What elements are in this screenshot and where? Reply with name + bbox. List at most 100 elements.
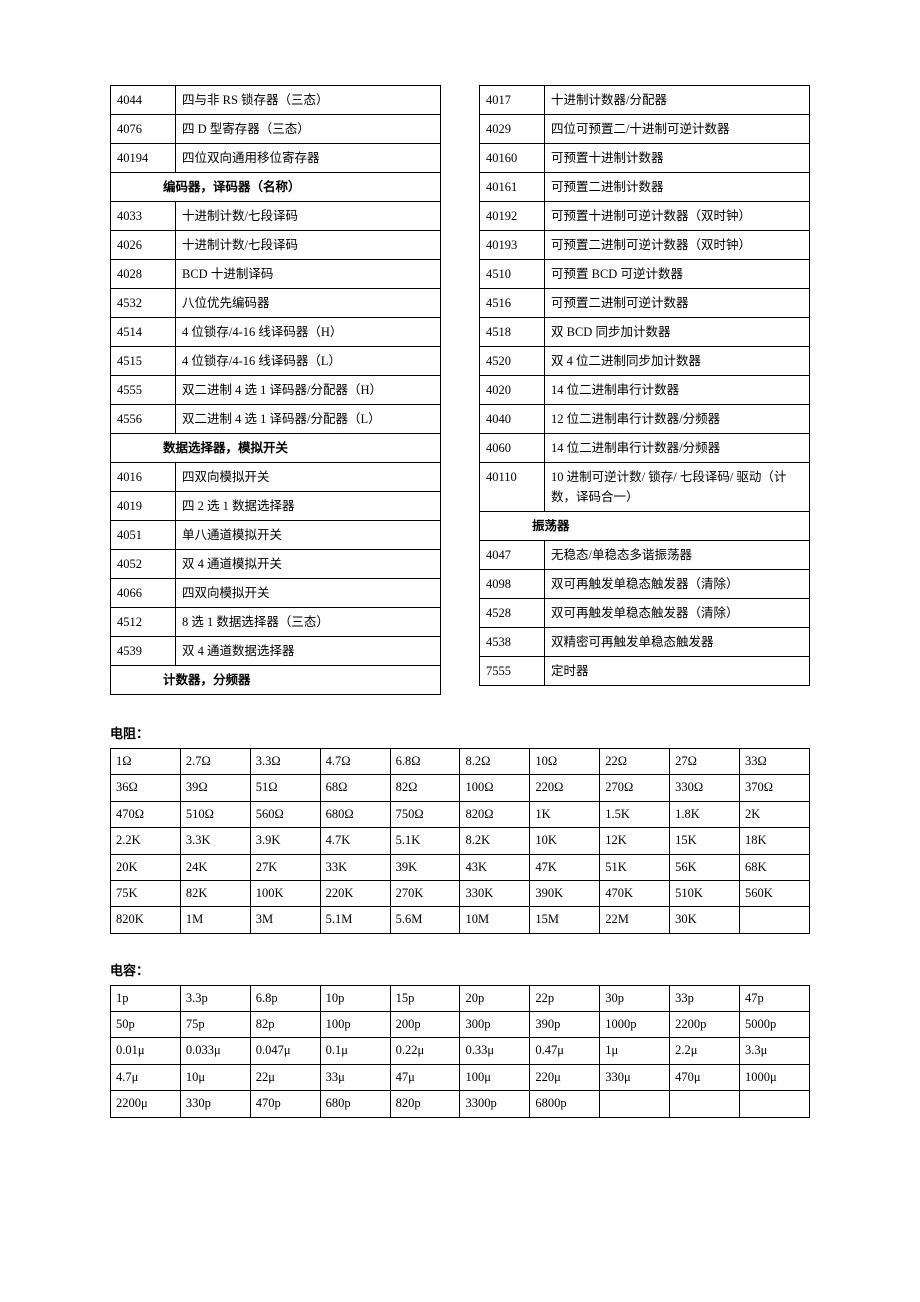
table-row: 7555定时器: [480, 657, 810, 686]
table-row: 75K82K100K220K270K330K390K470K510K560K: [111, 880, 810, 906]
chip-code: 40110: [480, 463, 545, 512]
table-row: 404012 位二进制串行计数器/分频器: [480, 405, 810, 434]
table-row: 4026十进制计数/七段译码: [111, 231, 441, 260]
table-row: 40161可预置二进制计数器: [480, 173, 810, 202]
table-row: 4556双二进制 4 选 1 译码器/分配器（L）: [111, 405, 441, 434]
chip-desc: 可预置二进制计数器: [545, 173, 810, 202]
value-cell: 100p: [320, 1012, 390, 1038]
value-cell: 68K: [740, 854, 810, 880]
value-cell: 10K: [530, 828, 600, 854]
value-cell: 15p: [390, 985, 460, 1011]
value-cell: 680Ω: [320, 801, 390, 827]
chip-desc: 双二进制 4 选 1 译码器/分配器（L）: [176, 405, 441, 434]
value-cell: 1K: [530, 801, 600, 827]
value-cell: 2.7Ω: [180, 749, 250, 775]
chip-desc: 双 BCD 同步加计数器: [545, 318, 810, 347]
chip-desc: 12 位二进制串行计数器/分频器: [545, 405, 810, 434]
chip-desc: 双二进制 4 选 1 译码器/分配器（H）: [176, 376, 441, 405]
chip-desc: 可预置二进制可逆计数器（双时钟）: [545, 231, 810, 260]
value-cell: 33μ: [320, 1064, 390, 1090]
value-cell: 1μ: [600, 1038, 670, 1064]
table-row: 470Ω510Ω560Ω680Ω750Ω820Ω1K1.5K1.8K2K: [111, 801, 810, 827]
chip-code: 7555: [480, 657, 545, 686]
chip-desc: 四 2 选 1 数据选择器: [176, 492, 441, 521]
chip-code: 4520: [480, 347, 545, 376]
chip-code: 40193: [480, 231, 545, 260]
table-row: 4052双 4 通道模拟开关: [111, 550, 441, 579]
value-cell: 20p: [460, 985, 530, 1011]
value-cell: 2K: [740, 801, 810, 827]
chip-desc: 双 4 位二进制同步加计数器: [545, 347, 810, 376]
value-cell: 4.7Ω: [320, 749, 390, 775]
value-cell: 3.3K: [180, 828, 250, 854]
table-row: 4098双可再触发单稳态触发器（清除）: [480, 570, 810, 599]
chip-code: 4026: [111, 231, 176, 260]
value-cell: 330K: [460, 880, 530, 906]
section-header: 编码器，译码器（名称）: [111, 173, 441, 202]
value-cell: 75K: [111, 880, 181, 906]
chip-code: 4066: [111, 579, 176, 608]
chip-code: 4020: [480, 376, 545, 405]
table-row: 2200μ330p470p680p820p3300p6800p: [111, 1091, 810, 1117]
value-cell: 470μ: [670, 1064, 740, 1090]
value-cell: 0.22μ: [390, 1038, 460, 1064]
value-cell: 47μ: [390, 1064, 460, 1090]
value-cell: 33Ω: [740, 749, 810, 775]
value-cell: 220μ: [530, 1064, 600, 1090]
table-row: 820K1M3M5.1M5.6M10M15M22M30K: [111, 907, 810, 933]
value-cell: 4.7μ: [111, 1064, 181, 1090]
value-cell: 1.5K: [600, 801, 670, 827]
value-cell: 30p: [600, 985, 670, 1011]
value-cell: 6800p: [530, 1091, 600, 1117]
value-cell: 15M: [530, 907, 600, 933]
chip-desc: 14 位二进制串行计数器: [545, 376, 810, 405]
value-cell: 100K: [250, 880, 320, 906]
value-cell: 82Ω: [390, 775, 460, 801]
value-cell: 3.3p: [180, 985, 250, 1011]
value-cell: 0.033μ: [180, 1038, 250, 1064]
table-row: 4029四位可预置二/十进制可逆计数器: [480, 115, 810, 144]
value-cell: 1000p: [600, 1012, 670, 1038]
chip-code: 4028: [111, 260, 176, 289]
chip-code: 4076: [111, 115, 176, 144]
table-row: 4044四与非 RS 锁存器（三态）: [111, 86, 441, 115]
left-chip-table: 4044四与非 RS 锁存器（三态）4076四 D 型寄存器（三态）40194四…: [110, 85, 441, 695]
table-row: 4076四 D 型寄存器（三态）: [111, 115, 441, 144]
value-cell: 39Ω: [180, 775, 250, 801]
section-header: 数据选择器，模拟开关: [111, 434, 441, 463]
value-cell: 470p: [250, 1091, 320, 1117]
chip-code: 4512: [111, 608, 176, 637]
value-cell: 0.01μ: [111, 1038, 181, 1064]
value-cell: 8.2Ω: [460, 749, 530, 775]
table-row: 4520双 4 位二进制同步加计数器: [480, 347, 810, 376]
value-cell: 33p: [670, 985, 740, 1011]
table-row: 4016四双向模拟开关: [111, 463, 441, 492]
chip-desc: 可预置十进制计数器: [545, 144, 810, 173]
value-cell: 3M: [250, 907, 320, 933]
chip-code: 4516: [480, 289, 545, 318]
value-cell: 3300p: [460, 1091, 530, 1117]
value-cell: 1000μ: [740, 1064, 810, 1090]
capacitor-heading: 电容：: [110, 960, 810, 979]
value-cell: 220K: [320, 880, 390, 906]
value-cell: 82p: [250, 1012, 320, 1038]
right-column: 4017十进制计数器/分配器4029四位可预置二/十进制可逆计数器40160可预…: [479, 85, 810, 695]
value-cell: 560K: [740, 880, 810, 906]
chip-desc: 四与非 RS 锁存器（三态）: [176, 86, 441, 115]
value-cell: 820K: [111, 907, 181, 933]
table-row: 40192可预置十进制可逆计数器（双时钟）: [480, 202, 810, 231]
chip-desc: 十进制计数/七段译码: [176, 231, 441, 260]
chip-code: 40194: [111, 144, 176, 173]
value-cell: 3.9K: [250, 828, 320, 854]
resistor-table: 1Ω2.7Ω3.3Ω4.7Ω6.8Ω8.2Ω10Ω22Ω27Ω33Ω36Ω39Ω…: [110, 748, 810, 934]
chip-desc: 八位优先编码器: [176, 289, 441, 318]
chip-code: 40160: [480, 144, 545, 173]
value-cell: 22Ω: [600, 749, 670, 775]
value-cell: 36Ω: [111, 775, 181, 801]
section-header: 振荡器: [480, 512, 810, 541]
value-cell: 15K: [670, 828, 740, 854]
capacitor-table: 1p3.3p6.8p10p15p20p22p30p33p47p50p75p82p…: [110, 985, 810, 1118]
value-cell: 50p: [111, 1012, 181, 1038]
value-cell: 51K: [600, 854, 670, 880]
table-row: 20K24K27K33K39K43K47K51K56K68K: [111, 854, 810, 880]
